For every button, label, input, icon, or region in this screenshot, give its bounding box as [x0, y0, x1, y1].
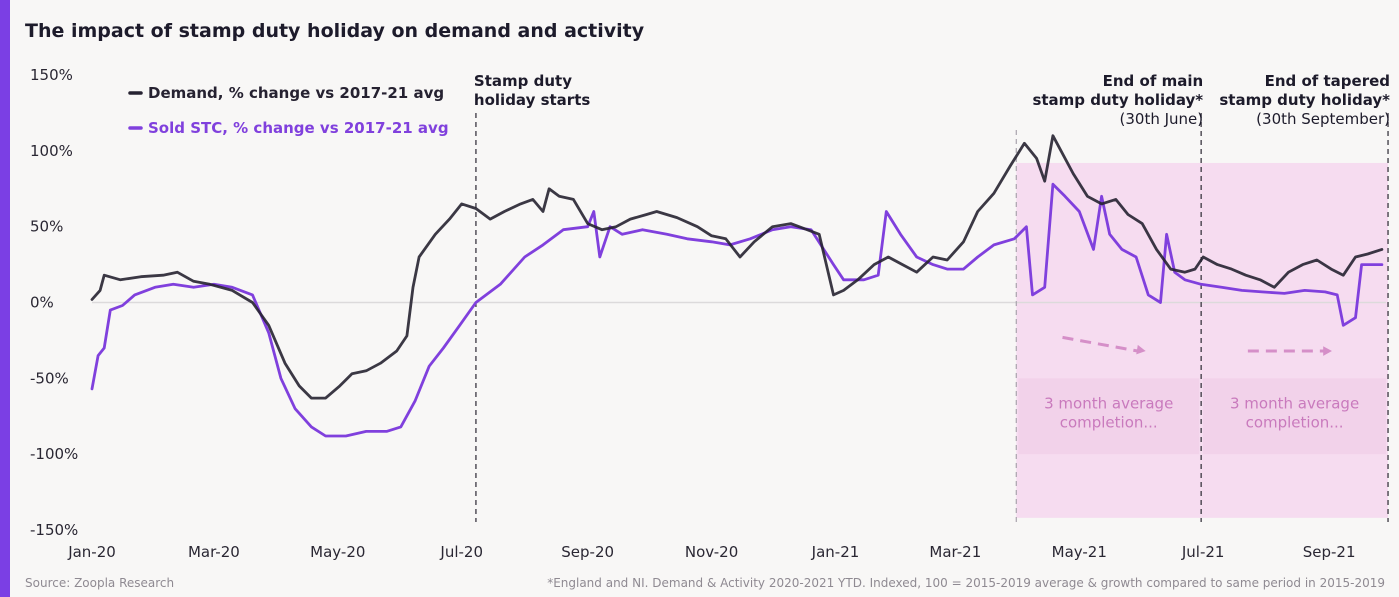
y-tick-label: 50% [30, 218, 63, 236]
completion-label-0-0: 3 month average [1044, 395, 1173, 413]
annotation-label-2-2: (30th September) [1256, 110, 1390, 128]
source-note: Source: Zoopla Research [25, 576, 175, 590]
completion-box-1 [1203, 378, 1387, 455]
demand-line [90, 134, 1384, 400]
x-tick-label: Jan-21 [811, 543, 860, 561]
y-tick-label: 0% [30, 294, 54, 312]
x-tick-label: Jan-20 [67, 543, 116, 561]
y-tick-label: -150% [30, 521, 78, 539]
x-tick-label: Jul-21 [1181, 543, 1225, 561]
annotation-label-1-2: (30th June) [1120, 110, 1204, 128]
y-tick-label: 150% [30, 66, 73, 84]
x-tick-label: May-20 [310, 543, 365, 561]
footnote: *England and NI. Demand & Activity 2020-… [547, 576, 1385, 590]
legend-label-0: Demand, % change vs 2017-21 avg [148, 84, 444, 102]
annotation-label-0-1: holiday starts [474, 91, 590, 109]
x-tick-label: Mar-21 [929, 543, 981, 561]
y-tick-label: 100% [30, 142, 73, 160]
trend-arrowhead-1 [1323, 346, 1332, 356]
shaded-period-1 [1201, 162, 1389, 518]
y-tick-label: -50% [30, 369, 69, 387]
shaded-period-0 [1016, 162, 1202, 518]
completion-box-0 [1018, 378, 1200, 455]
annotation-label-2-1: stamp duty holiday* [1219, 91, 1390, 109]
completion-label-1-0: 3 month average [1230, 395, 1359, 413]
x-tick-label: Mar-20 [188, 543, 240, 561]
x-tick-label: Sep-21 [1303, 543, 1356, 561]
legend-label-1: Sold STC, % change vs 2017-21 avg [148, 119, 449, 137]
annotation-label-0-0: Stamp duty [474, 72, 572, 90]
x-tick-label: Jul-20 [439, 543, 483, 561]
trend-arrow-0 [1062, 335, 1138, 353]
x-tick-label: Nov-20 [685, 543, 738, 561]
y-tick-label: -100% [30, 445, 78, 463]
completion-label-0-1: completion... [1060, 414, 1158, 432]
completion-label-1-1: completion... [1246, 414, 1344, 432]
x-tick-label: May-21 [1052, 543, 1107, 561]
sold-stc-line [90, 182, 1384, 438]
trend-arrowhead-0 [1136, 344, 1146, 355]
annotation-label-1-1: stamp duty holiday* [1032, 91, 1203, 109]
accent-bar [0, 0, 10, 597]
annotation-label-1-0: End of main [1103, 72, 1204, 90]
annotation-label-2-0: End of tapered [1265, 72, 1390, 90]
x-tick-label: Sep-20 [561, 543, 614, 561]
chart-title: The impact of stamp duty holiday on dema… [25, 20, 645, 42]
